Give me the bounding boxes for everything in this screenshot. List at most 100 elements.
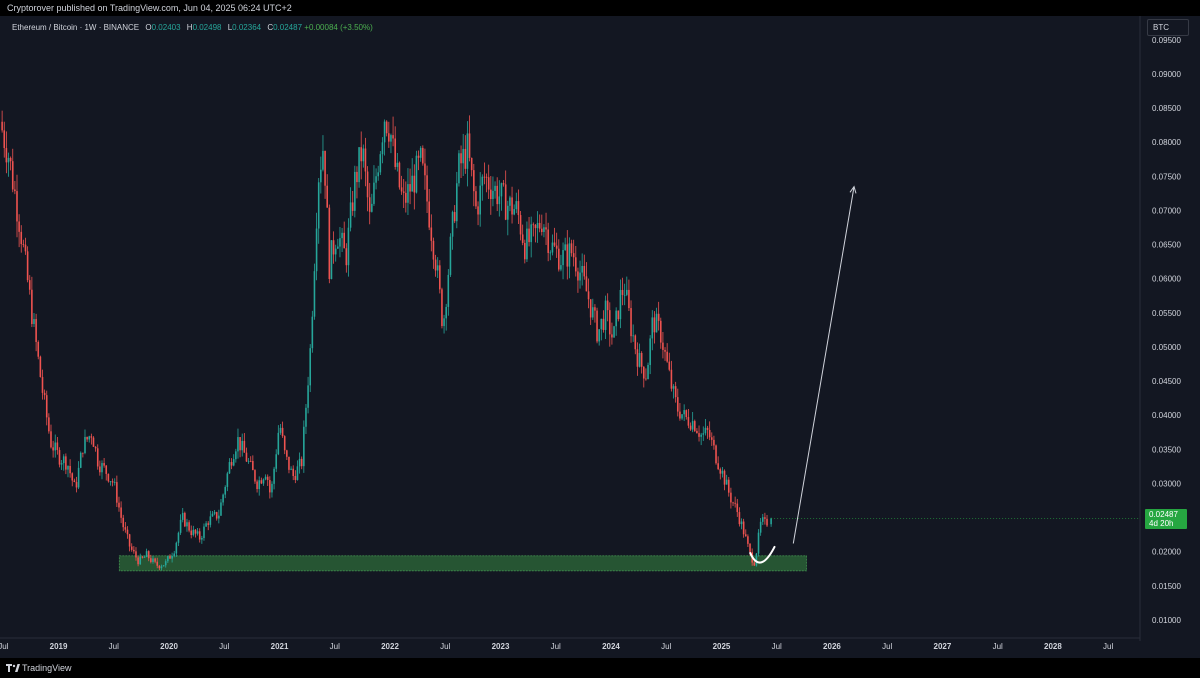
candle (521, 224, 524, 246)
candle (676, 388, 679, 417)
candle (634, 334, 637, 355)
candle (92, 436, 95, 447)
candle-body (52, 447, 54, 451)
candle (226, 471, 229, 492)
candle-body (676, 397, 679, 412)
candle (717, 456, 719, 471)
candle-body (154, 558, 156, 562)
price-tick-label: 0.07500 (1152, 172, 1181, 181)
candle-body (409, 184, 411, 192)
candle-body (360, 147, 363, 162)
candle (86, 436, 88, 442)
candle-body (120, 507, 122, 518)
price-axis[interactable]: 0.09500 0.09000 0.08500 0.08000 0.07500 0.070… (1139, 16, 1181, 641)
candle (303, 420, 305, 473)
candle-body (634, 335, 637, 350)
candle (649, 335, 651, 375)
candle-body (524, 242, 526, 260)
candle-body (139, 556, 142, 565)
candle-body (194, 529, 197, 534)
candle-body (324, 150, 326, 186)
candle-body (292, 468, 295, 477)
candle (761, 513, 764, 526)
candle-body (113, 482, 116, 483)
currency-button[interactable]: BTC (1147, 19, 1189, 36)
candle (192, 525, 195, 537)
candle-body (568, 243, 571, 267)
candle-body (203, 526, 205, 538)
candle (362, 144, 365, 168)
candle-body (16, 191, 18, 222)
time-tick-label: Jul (772, 642, 782, 651)
candle (379, 151, 382, 176)
candle (273, 466, 275, 490)
candle-body (519, 215, 522, 235)
candle (757, 529, 760, 557)
candle (700, 432, 702, 446)
candle (24, 237, 27, 255)
candle (96, 444, 99, 470)
symbol-title: Ethereum / Bitcoin · 1W · BINANCE (12, 23, 140, 32)
candle-body (381, 142, 384, 155)
candle (39, 355, 42, 378)
candle (668, 352, 671, 372)
candle (738, 507, 741, 527)
high-label: H (186, 23, 193, 32)
candle-body (558, 248, 560, 270)
candle (759, 518, 762, 536)
candle-body (517, 201, 520, 216)
candle (417, 150, 420, 171)
candle (109, 481, 112, 486)
candle (122, 514, 125, 532)
candle-body (241, 440, 244, 451)
candle (260, 477, 263, 485)
candle (526, 221, 528, 262)
candle (630, 300, 632, 343)
candle-body (215, 512, 218, 519)
candle-body (107, 473, 110, 482)
candle-body (164, 561, 167, 566)
candle-body (109, 481, 112, 483)
candle-body (167, 556, 169, 562)
candle-body (638, 353, 641, 367)
candle-body (541, 228, 543, 232)
candle (186, 518, 188, 532)
candle-body (264, 476, 267, 480)
candlestick-chart[interactable]: 0.09500 0.09000 0.08500 0.08000 0.07500 0.070… (0, 16, 1200, 658)
candle (288, 456, 290, 474)
price-tick-label: 0.06000 (1152, 275, 1181, 284)
price-tick-label: 0.08000 (1152, 138, 1181, 147)
time-tick-label: Jul (661, 642, 671, 651)
candle (553, 227, 556, 247)
time-tick-label: 2023 (492, 642, 510, 651)
candle (730, 487, 732, 509)
price-tick-label: 0.01500 (1152, 582, 1181, 591)
candle (456, 171, 458, 229)
candle-body (566, 244, 569, 267)
candle (483, 162, 486, 185)
candle-body (481, 176, 484, 186)
candle-body (708, 429, 711, 438)
candle (154, 557, 156, 564)
candle-body (3, 130, 6, 149)
candle (517, 189, 520, 225)
candle-body (111, 481, 114, 483)
candle (292, 465, 295, 481)
candle (324, 150, 326, 199)
candle (360, 131, 363, 180)
candle-body (94, 446, 97, 449)
published-header: Cryptorover published on TradingView.com… (0, 0, 1200, 16)
candle-body (341, 232, 343, 239)
candle-body (422, 147, 424, 164)
candle (494, 181, 496, 199)
time-axis[interactable]: Jul 2019 Jul 2020 Jul 2021 Jul 2022 Jul 2023 Jul 20… (0, 637, 1140, 651)
candle-body (585, 276, 588, 292)
candle (564, 237, 566, 252)
candle (99, 460, 101, 476)
candle (530, 216, 532, 258)
time-tick-label: Jul (882, 642, 892, 651)
candle (664, 347, 666, 361)
candle-body (439, 265, 441, 290)
candle (20, 225, 23, 253)
candle-body (101, 463, 103, 473)
